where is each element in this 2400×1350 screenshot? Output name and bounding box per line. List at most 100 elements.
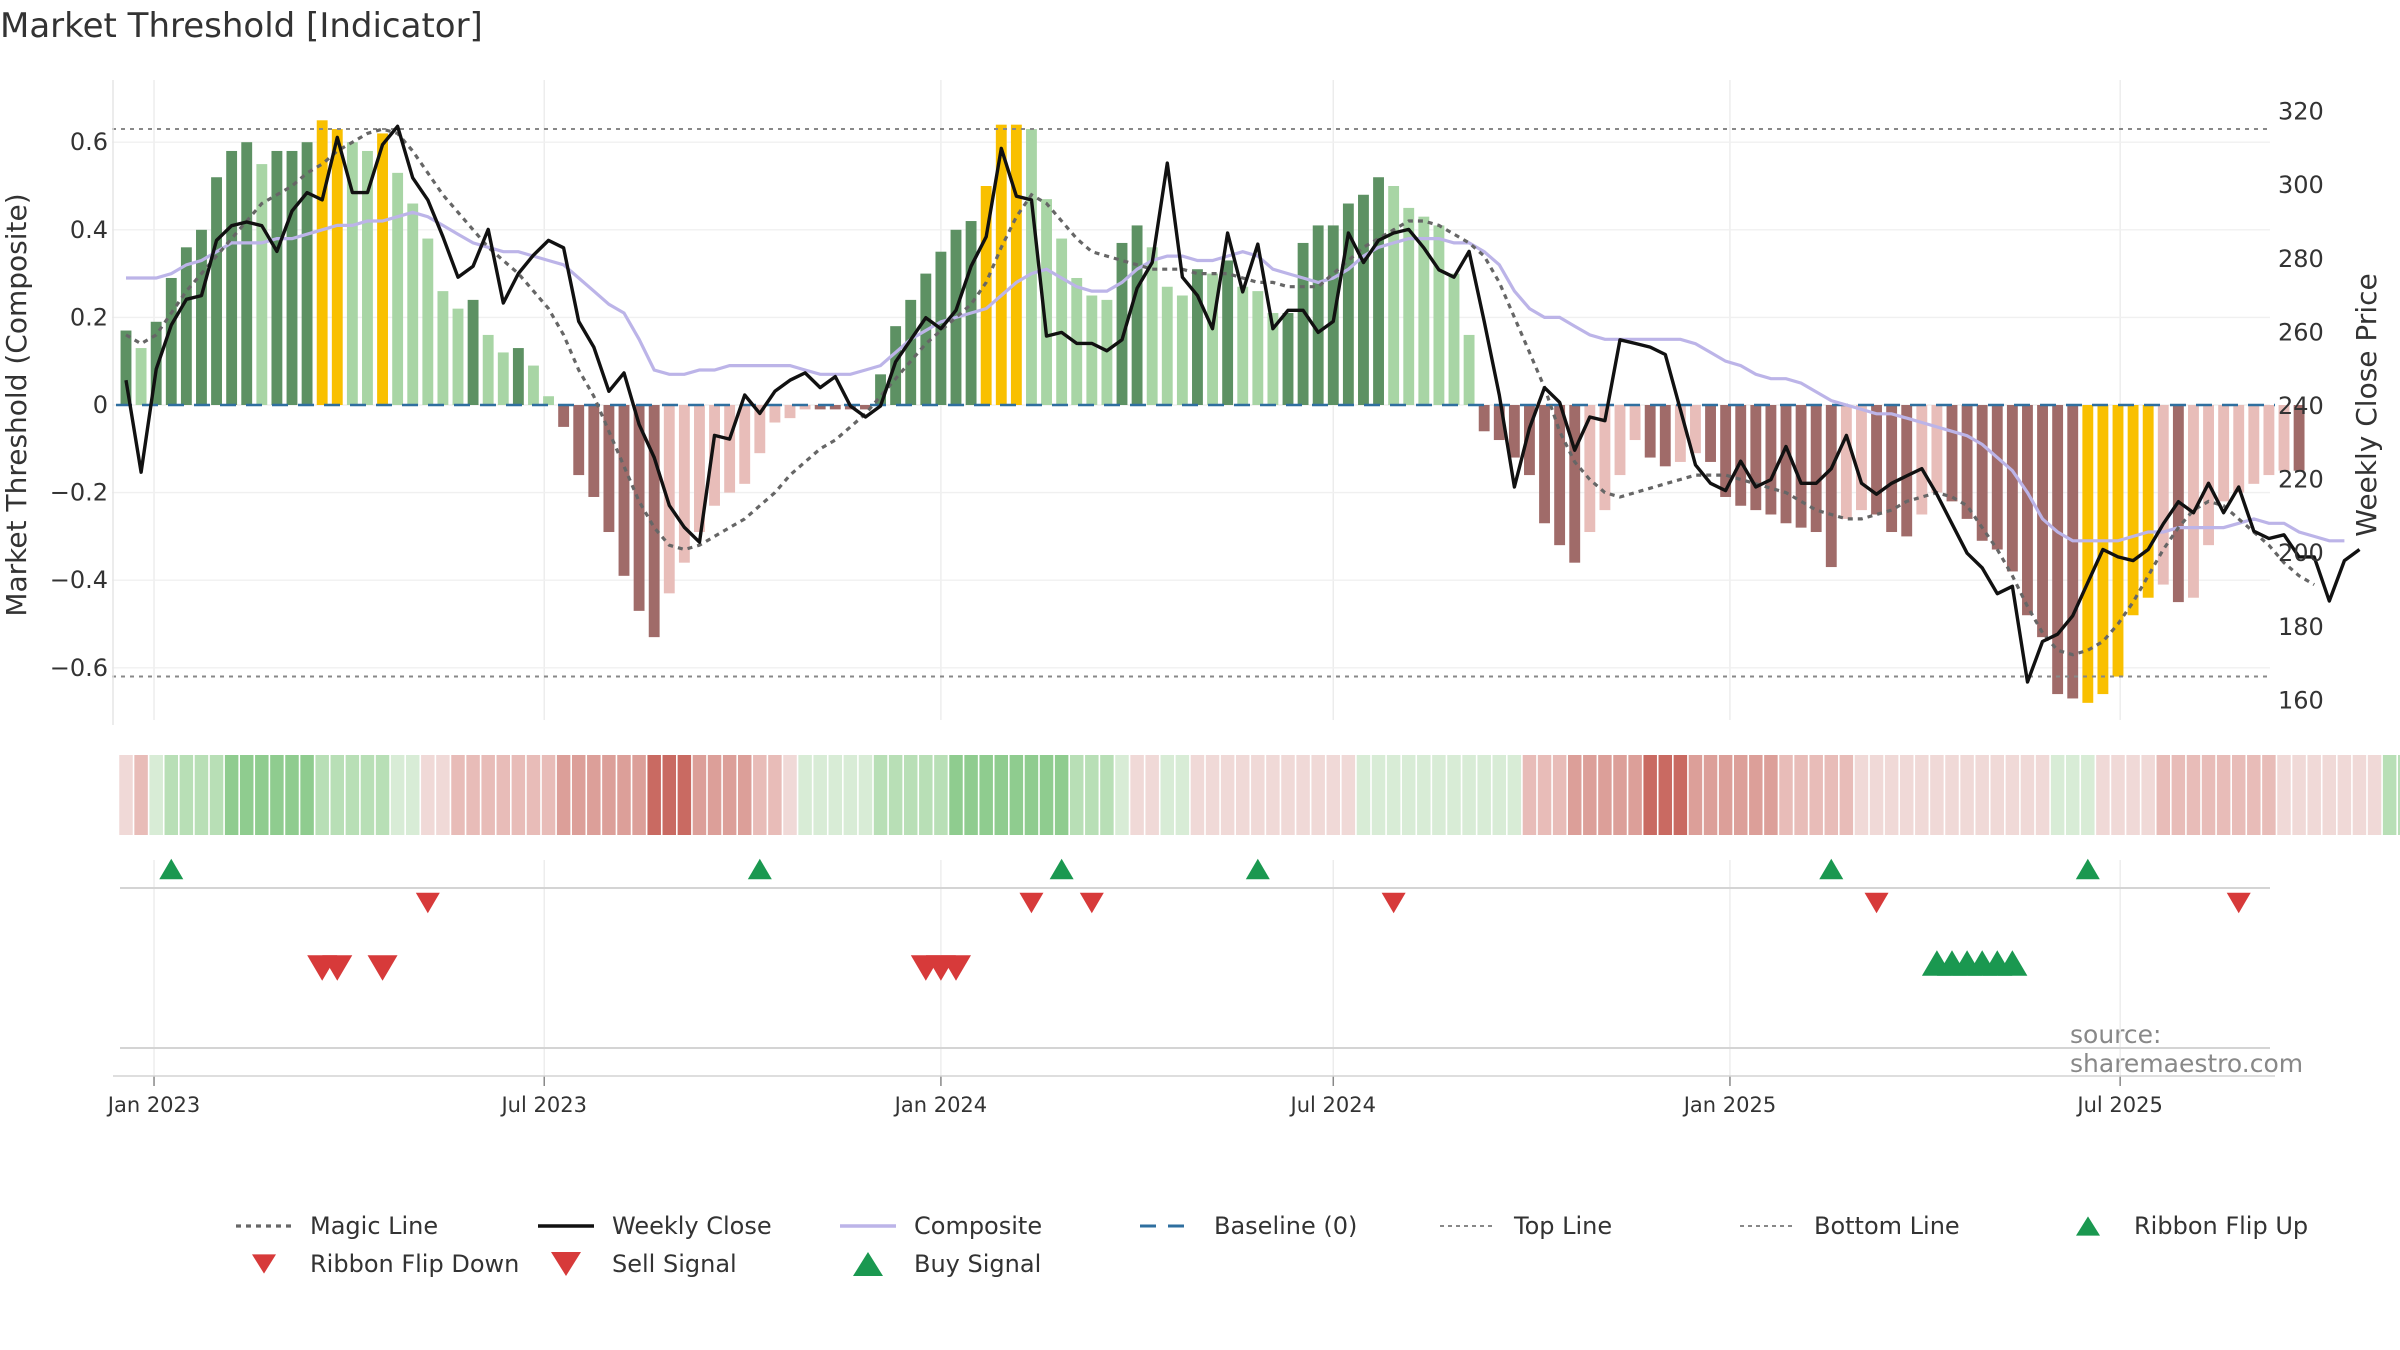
legend-label: Composite [914,1212,1042,1240]
composite-bar [422,238,434,405]
line-layer [112,124,2361,684]
y-axis-left-label: Market Threshold (Composite) [0,193,33,616]
composite-bar [135,348,147,405]
composite-bar [120,330,132,405]
ribbon-cell [2171,755,2186,835]
ribbon-cell [617,755,631,835]
ribbon-cell [2307,755,2321,835]
composite-bar [346,142,358,405]
ribbon-cell [1945,755,1959,835]
composite-bar [316,120,328,406]
ribbon-cell [662,755,677,835]
legend-label: Ribbon Flip Down [310,1250,519,1278]
legend-item: Top Line [1440,1212,1612,1240]
composite-bar [678,405,690,563]
composite-bar [1871,405,1882,515]
composite-bar [286,150,298,405]
ribbon-cell [798,755,812,835]
ribbon-cell [813,755,827,835]
ribbon-cell [692,755,707,835]
ribbon-cell [587,755,601,835]
ribbon-flip-down-marker [1381,892,1406,914]
x-tick-label: Jan 2025 [1682,1093,1777,1117]
ribbon-cell [1854,755,1869,835]
composite-bar [1720,405,1732,497]
ribbon-cell [1567,755,1582,835]
ribbon-cell [1175,755,1190,835]
composite-line [126,210,2345,543]
composite-bar [1176,295,1188,405]
legend-label: Magic Line [310,1212,438,1240]
x-tick-label: Jul 2025 [2075,1093,2162,1117]
y-left-tick-label: 0.4 [70,216,108,244]
composite-bar [256,164,268,405]
composite-bar [467,299,479,405]
composite-bar [2203,405,2214,546]
composite-bar [1010,124,1022,406]
ribbon-layer [119,755,2400,835]
composite-bar [528,365,539,405]
composite-bar [407,203,419,405]
composite-bar [1539,405,1550,524]
ribbon-cell [1658,755,1673,835]
ribbon-cell [1809,755,1823,835]
composite-bar [920,273,932,405]
legend-item: Composite [840,1212,1042,1240]
composite-bar [1524,405,1535,476]
composite-bar [618,405,630,576]
ribbon-cell [858,755,873,835]
ribbon-cell [1598,755,1612,835]
ribbon-cell [1281,755,1295,835]
composite-bar [1569,405,1581,563]
ribbon-cell [1024,755,1039,835]
ribbon-cell [451,755,465,835]
y-axis-right-label: Weekly Close Price [2350,273,2383,536]
composite-bar [1599,405,1611,511]
composite-bar [1946,405,1958,502]
composite-bar [1448,273,1460,405]
ribbon-cell [1447,755,1461,835]
ribbon-cell [1477,755,1491,835]
composite-bar [2082,405,2094,703]
composite-bar [241,142,253,405]
composite-bar [1810,405,1822,533]
x-tick-label: Jul 2024 [1289,1093,1376,1117]
composite-bar [392,172,404,405]
ribbon-cell [737,755,752,835]
sell-signal-marker [367,955,398,981]
ribbon-flip-down-marker [415,892,440,914]
ribbon-cell [994,755,1009,835]
ribbon-cell [2126,755,2140,835]
composite-bar [709,405,720,506]
composite-bar [1418,216,1430,405]
composite-bar [512,348,524,405]
signal-layer [113,858,2275,1077]
ribbon-cell [1160,755,1175,835]
ribbon-cell [2382,755,2397,835]
ribbon-cell [2397,755,2400,835]
ribbon-cell [285,755,299,835]
ribbon-cell [1462,755,1476,835]
x-tick-label: Jul 2023 [499,1093,586,1117]
ribbon-cell [330,755,345,835]
source-credit: source: sharemaestro.com [2070,1020,2304,1078]
ribbon-cell [949,755,963,835]
y-left-tick-label: 0 [93,391,108,419]
ribbon-cell [556,755,571,835]
composite-bar [1056,238,1068,405]
ribbon-cell [1960,755,1974,835]
composite-bar [603,405,615,533]
ribbon-cell [164,755,179,835]
ribbon-cell [1326,755,1341,835]
composite-bar [1840,405,1852,519]
ribbon-cell [2005,755,2020,835]
composite-bar [724,405,736,493]
composite-bar [648,405,660,638]
ribbon-cell [602,755,616,835]
ribbon-cell [239,755,254,835]
composite-bar [1690,405,1701,454]
ribbon-flip-up-marker [1245,858,1270,880]
composite-bar [875,374,886,405]
legend-item: Sell Signal [551,1250,737,1278]
ribbon-cell [2352,755,2367,835]
